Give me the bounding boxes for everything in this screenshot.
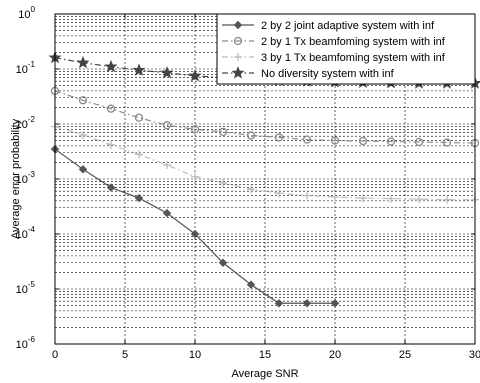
- point-marker: [190, 229, 200, 239]
- point-marker: [191, 172, 199, 181]
- point-marker: [104, 59, 118, 73]
- legend: 2 by 2 joint adaptive system with inf 2 b…: [216, 13, 476, 85]
- point-marker: [303, 191, 311, 200]
- point-marker: [330, 136, 340, 145]
- series-1: [50, 144, 340, 308]
- legend-label: No diversity system with inf: [261, 68, 395, 80]
- point-marker: [76, 55, 90, 69]
- x-tick-label: 15: [259, 349, 271, 361]
- point-marker: [160, 66, 174, 79]
- y-tick-label: 100: [18, 5, 35, 21]
- point-marker: [219, 178, 227, 187]
- point-marker: [386, 137, 396, 146]
- point-marker: [330, 299, 340, 308]
- legend-label: 2 by 2 joint adaptive system with inf: [261, 20, 435, 32]
- point-marker: [78, 96, 88, 105]
- series-line: [54, 125, 475, 201]
- point-marker: [107, 140, 115, 149]
- x-tick-label: 30: [469, 349, 480, 361]
- series-line: [54, 90, 476, 144]
- point-marker: [414, 137, 424, 147]
- y-axis-title: Average error probability: [10, 118, 22, 239]
- point-marker: [218, 258, 228, 267]
- point-marker: [359, 194, 367, 203]
- point-marker: [163, 160, 171, 169]
- point-marker: [132, 63, 146, 76]
- point-marker: [190, 125, 200, 134]
- x-tick-label: 20: [329, 349, 341, 361]
- point-marker: [79, 131, 87, 140]
- point-marker: [387, 194, 395, 203]
- legend-label: 2 by 1 Tx beamfoming system with inf: [261, 36, 446, 48]
- x-axis-title: Average SNR: [231, 368, 298, 380]
- legend-label: 3 by 1 Tx beamfoming system with inf: [261, 52, 446, 64]
- y-tick-label: 10-2: [16, 115, 36, 131]
- y-tick-label: 10-6: [16, 335, 36, 351]
- point-marker: [331, 193, 339, 202]
- y-tick-label: 10-5: [16, 280, 36, 296]
- point-marker: [442, 138, 452, 147]
- point-marker: [218, 127, 228, 136]
- point-marker: [247, 185, 255, 194]
- point-marker: [246, 280, 256, 289]
- legend-box: [216, 13, 476, 85]
- legend-item: No diversity system with inf: [222, 66, 395, 80]
- point-marker: [231, 66, 245, 79]
- y-tick-label: 10-4: [16, 225, 36, 241]
- x-tick-label: 25: [399, 349, 411, 361]
- point-marker: [275, 189, 283, 198]
- point-marker: [162, 208, 172, 218]
- point-marker: [233, 20, 243, 30]
- point-marker: [274, 299, 284, 308]
- point-marker: [358, 136, 368, 146]
- x-tick-label: 0: [52, 349, 58, 361]
- point-marker: [134, 113, 144, 122]
- point-marker: [162, 121, 172, 130]
- y-tick-label: 10-1: [16, 60, 36, 76]
- point-marker: [246, 131, 256, 140]
- point-marker: [78, 165, 88, 174]
- point-marker: [135, 150, 143, 159]
- legend-item: 2 by 1 Tx beamfoming system with inf: [222, 36, 446, 48]
- point-marker: [234, 53, 242, 61]
- y-tick-label: 10-3: [16, 170, 36, 186]
- point-marker: [302, 135, 312, 144]
- series-3: [51, 122, 479, 204]
- x-tick-label: 5: [122, 349, 128, 361]
- point-marker: [302, 299, 312, 308]
- axis-ticks: 0 5 10 15 20 25 30 10-6 10-5 10-4 10-3 10-2 10-1 100: [16, 5, 480, 361]
- point-marker: [274, 133, 284, 142]
- point-marker: [106, 104, 116, 113]
- point-marker: [233, 36, 243, 46]
- legend-item: 2 by 2 joint adaptive system with inf: [222, 20, 435, 32]
- x-tick-label: 10: [189, 349, 201, 361]
- point-marker: [134, 193, 144, 203]
- point-marker: [415, 195, 423, 204]
- point-marker: [106, 183, 116, 192]
- series-2: [50, 86, 480, 148]
- point-marker: [188, 69, 202, 82]
- legend-item: 3 by 1 Tx beamfoming system with inf: [222, 52, 446, 64]
- point-marker: [443, 195, 451, 204]
